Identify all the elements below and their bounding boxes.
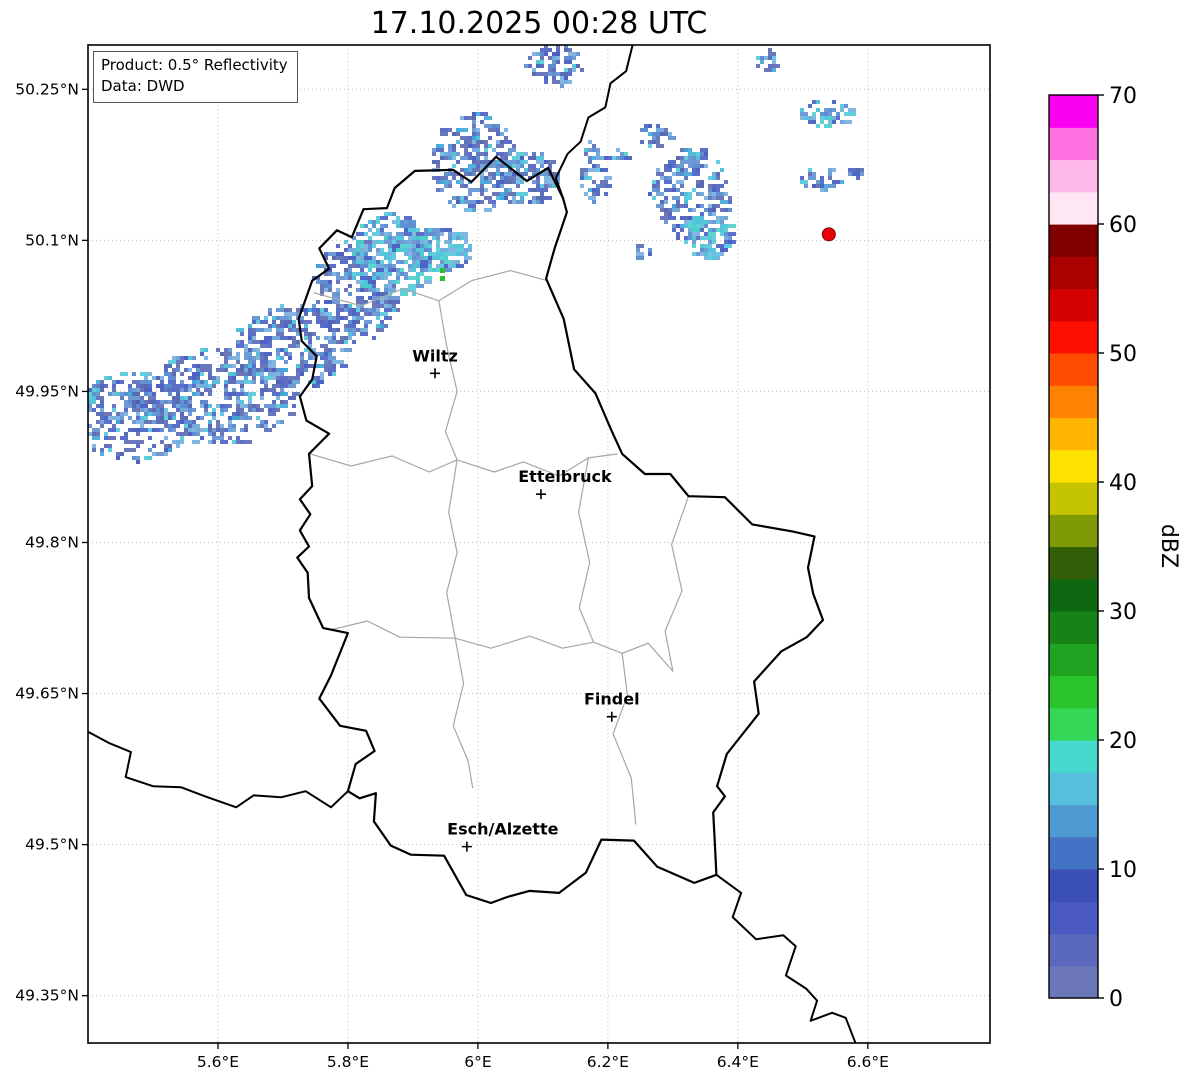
y-tick-label: 49.65°N (15, 685, 79, 703)
city-label: Wiltz (412, 346, 458, 365)
figure-title: 17.10.2025 00:28 UTC (370, 6, 708, 41)
france-germany-border (715, 873, 857, 1043)
canton-border-line (577, 457, 595, 643)
colorbar-axis-label: dBZ (1156, 524, 1181, 568)
product-info-box: Product: 0.5° Reflectivity Data: DWD (93, 51, 298, 103)
product-line: Product: 0.5° Reflectivity (101, 56, 288, 74)
city-marker-plus (606, 711, 617, 722)
y-tick-label: 50.1°N (25, 231, 79, 249)
canton-border-line (310, 453, 458, 473)
city-marker-plus (430, 368, 441, 379)
colorbar-tick-label: 60 (1109, 213, 1137, 238)
city-marker-plus (461, 841, 472, 852)
city-label: Esch/Alzette (447, 820, 559, 839)
colorbar-frame (1048, 94, 1099, 999)
luxembourg-border (296, 155, 825, 905)
canton-border-line (455, 635, 594, 649)
city-label: Ettelbruck (518, 467, 612, 486)
canton-border-line (438, 300, 474, 789)
axes: 5.6°E 5.8°E 6°E 6.2°E 6.4°E 6.6°E 50.25°N 50.1°… (15, 80, 889, 1071)
y-tick-label: 49.95°N (15, 382, 79, 400)
y-tick-label: 49.8°N (25, 533, 79, 551)
gridlines (88, 45, 990, 1043)
x-tick-label: 5.8°E (327, 1053, 369, 1071)
y-tick-label: 50.25°N (15, 80, 79, 98)
colorbar-tick-label: 0 (1109, 987, 1123, 1012)
canton-border-line (664, 496, 690, 672)
city-label: Findel (584, 690, 640, 709)
radar-site-marker (821, 227, 836, 242)
canton-border-line (612, 653, 637, 825)
canton-border-line (329, 620, 456, 639)
x-tick-label: 5.6°E (197, 1053, 239, 1071)
colorbar-tick-label: 70 (1109, 84, 1137, 109)
x-tick-label: 6°E (464, 1053, 491, 1071)
colorbar-tick-label: 20 (1109, 729, 1137, 754)
belgium-germany-border (554, 45, 634, 199)
colorbar-tick-label: 10 (1109, 858, 1137, 883)
map-frame (87, 44, 991, 1044)
x-tick-label: 6.4°E (717, 1053, 759, 1071)
colorbar: 0 10 20 30 40 50 60 70 (1048, 84, 1137, 1012)
colorbar-tick-label: 40 (1109, 471, 1137, 496)
city-markers: Wiltz Ettelbruck Findel Esch/Alzette (412, 346, 640, 852)
y-tick-label: 49.5°N (25, 836, 79, 854)
canton-border-line (456, 453, 618, 477)
x-tick-label: 6.2°E (587, 1053, 629, 1071)
canton-borders (310, 270, 690, 825)
radar-echoes (88, 45, 864, 464)
national-borders (88, 45, 857, 1043)
data-source-line: Data: DWD (101, 77, 185, 95)
y-tick-label: 49.35°N (15, 987, 79, 1005)
x-tick-label: 6.6°E (847, 1053, 889, 1071)
colorbar-tick-label: 50 (1109, 342, 1137, 367)
city-marker-plus (535, 489, 546, 500)
canton-border-line (593, 641, 674, 672)
france-belgium-border (88, 730, 349, 809)
colorbar-tick-label: 30 (1109, 600, 1137, 625)
